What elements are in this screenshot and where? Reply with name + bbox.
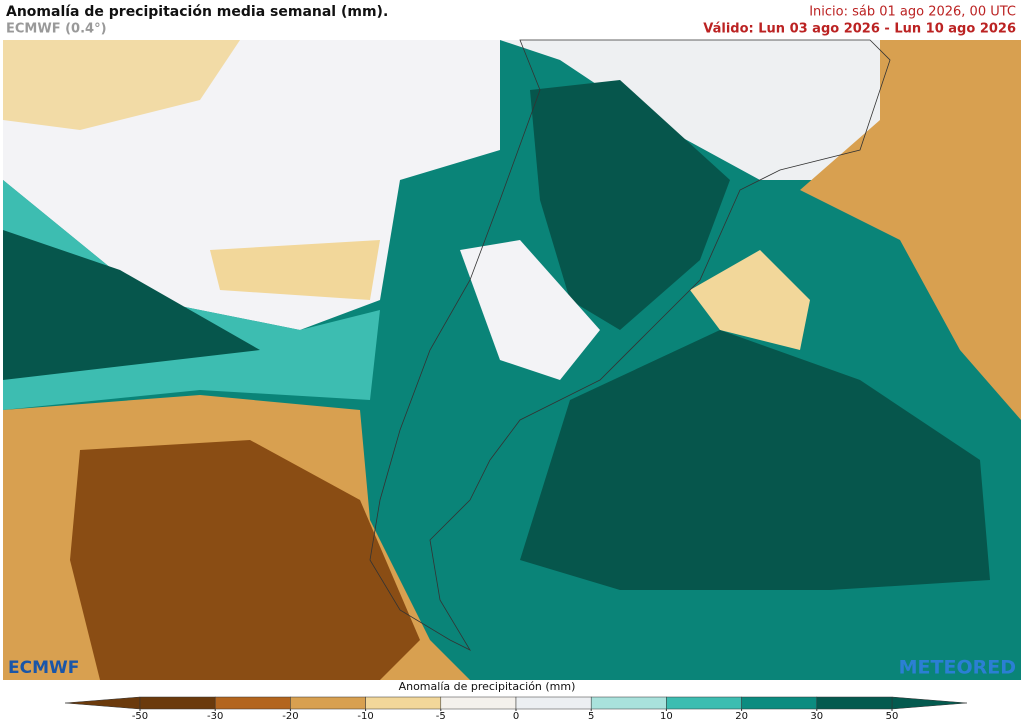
colorbar-tick-label: 50: [886, 711, 899, 720]
title: Anomalía de precipitación media semanal …: [6, 4, 388, 20]
model: ECMWF (0.4°): [6, 22, 107, 37]
colorbar-segment: [440, 696, 517, 710]
valid-date: Válido: Lun 03 ago 2026 - Lun 10 ago 202…: [703, 22, 1016, 37]
dry-area: [210, 240, 380, 300]
logo-left: ECMWF: [8, 658, 79, 678]
colorbar-segment: [365, 696, 442, 710]
very-wet-area: [520, 330, 990, 590]
colorbar-tick-label: -50: [132, 711, 148, 720]
neutral-area: [460, 240, 600, 380]
colorbar-label: Anomalía de precipitación (mm): [399, 680, 576, 693]
colorbar-tick-label: -5: [436, 711, 446, 720]
coastline: [369, 39, 891, 651]
colorbar-segment: [816, 696, 893, 710]
colorbar-tick-label: -10: [357, 711, 373, 720]
logo-right: METEORED: [899, 657, 1016, 679]
colorbar-tick-label: -30: [207, 711, 223, 720]
colorbar-tick-label: 0: [513, 711, 519, 720]
colorbar-tick-label: 10: [660, 711, 673, 720]
colorbar-tick-label: 5: [588, 711, 594, 720]
colorbar-tick-label: -20: [282, 711, 298, 720]
very-wet-area: [3, 230, 260, 380]
colorbar-arrow: [891, 696, 968, 710]
colorbar-arrow: [64, 696, 141, 710]
very-wet-area: [530, 80, 730, 330]
colorbar-segment: [290, 696, 366, 710]
dry-area: [690, 250, 810, 350]
colorbar-tick-label: 20: [735, 711, 748, 720]
colorbar: -50 -30 -20 -10 -5 0 5 10 20 30 50: [64, 696, 968, 720]
dry-area: [800, 40, 1021, 420]
colorbar-segment: [214, 696, 291, 710]
colorbar-segment: [666, 696, 742, 710]
start-date: Inicio: sáb 01 ago 2026, 00 UTC: [809, 5, 1016, 20]
colorbar-segment: [590, 696, 667, 710]
colorbar-segment: [741, 696, 818, 710]
colorbar-tick-label: 30: [810, 711, 823, 720]
dry-area: [3, 40, 240, 130]
colorbar-segment: [139, 696, 216, 710]
colorbar-segment: [515, 696, 592, 710]
map: [3, 39, 1021, 680]
very-dry-area: [70, 440, 420, 680]
